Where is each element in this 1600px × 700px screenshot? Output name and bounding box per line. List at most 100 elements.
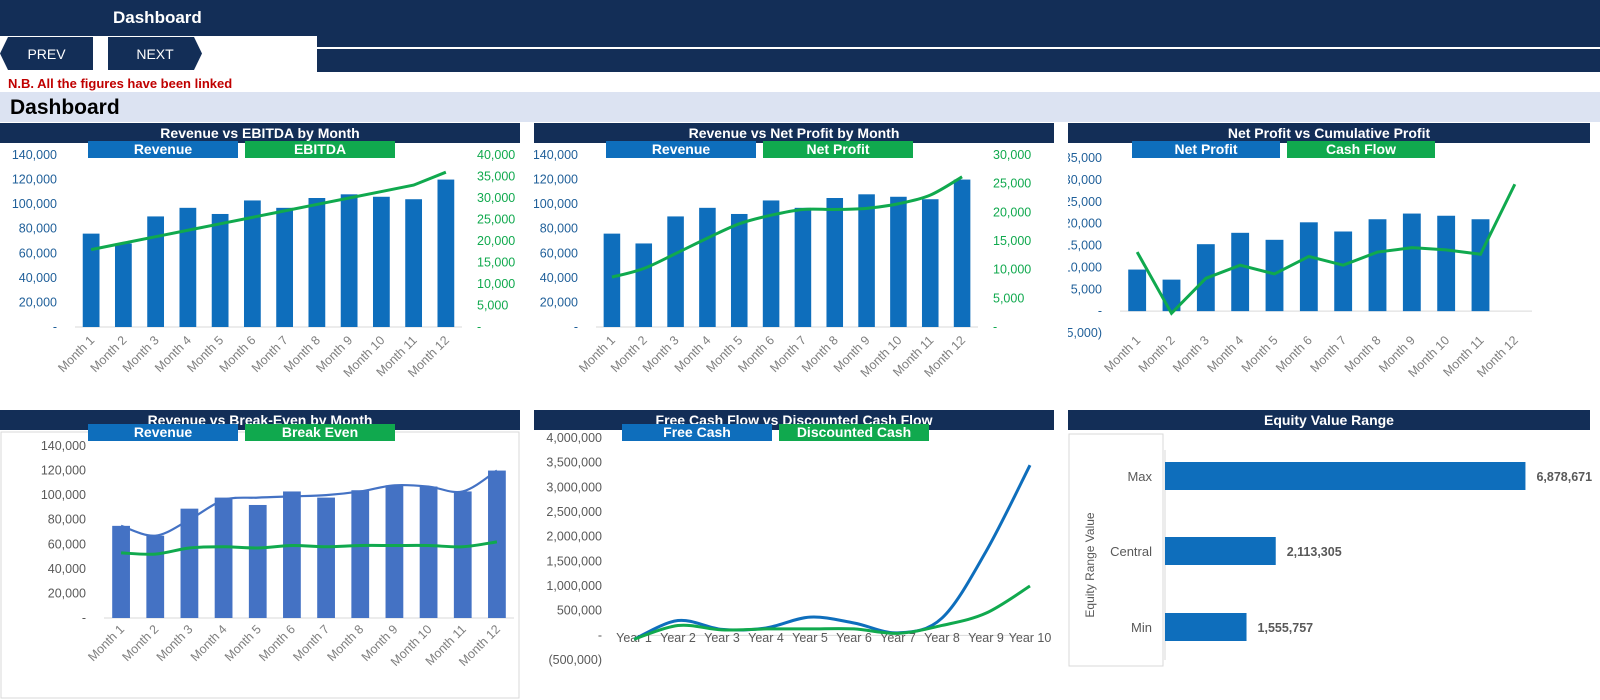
x-tick-label: Month 4 (1204, 333, 1246, 375)
y2-tick-label: 20,000 (477, 234, 515, 248)
y2-tick-label: 10,000 (477, 277, 515, 291)
y-axis-label: Equity Range Value (1083, 512, 1097, 618)
y2-tick-label: 25,000 (477, 213, 515, 227)
y2-tick-label: 20,000 (993, 205, 1031, 219)
y-tick-label: 20,000 (1068, 217, 1102, 231)
x-tick-label: Month 3 (154, 622, 196, 664)
y2-tick-label: 5,000 (477, 299, 508, 313)
bar (419, 486, 438, 618)
header-title: Dashboard (113, 8, 202, 27)
next-button[interactable]: NEXT (108, 37, 202, 70)
y-tick-label: 25,000 (1068, 195, 1102, 209)
legend-swatch (1132, 141, 1280, 158)
y2-tick-label: 10,000 (993, 263, 1031, 277)
y-tick-label: 120,000 (12, 173, 57, 187)
y-tick-label: - (53, 320, 57, 334)
y-tick-label: 1,500,000 (546, 554, 602, 568)
chart-equity-value-range: Equity Value Range Equity Range Value Max 6… (1068, 410, 1600, 700)
x-tick-label: Year 9 (968, 631, 1004, 645)
legend-swatch (606, 141, 756, 158)
y-tick-label: 5,000 (1071, 282, 1102, 296)
y-tick-label: 35,000 (1068, 151, 1102, 165)
chart-svg: Equity Range Value Max 6,878,671 Central 2,1… (1068, 433, 1592, 667)
x-tick-label: Year 6 (836, 631, 872, 645)
bar (114, 243, 132, 327)
y-tick-label: 140,000 (534, 148, 578, 162)
chart-svg: Free Cash Discounted Cash 4,000,000 3,500,0… (546, 424, 1052, 667)
legend-label: Discounted Cash (797, 424, 911, 440)
y-tick-label: 40,000 (48, 562, 86, 576)
x-tick-label: Month 2 (1136, 333, 1178, 375)
top-header-bar: Dashboard (0, 0, 1600, 36)
x-tick-label: Month 2 (120, 622, 162, 664)
x-tick-label: Year 2 (660, 631, 696, 645)
y-tick-label: 20,000 (19, 295, 57, 309)
bar (730, 213, 748, 327)
bar (385, 485, 404, 618)
bar (308, 198, 326, 327)
legend-label: Revenue (134, 141, 193, 157)
section-title: Dashboard (10, 96, 120, 119)
bar (1165, 613, 1247, 641)
y-tick-label: 60,000 (48, 537, 86, 551)
bar (1437, 215, 1456, 312)
x-tick-label: Month 7 (290, 622, 332, 664)
chart-svg: Revenue Break Even 140,000 120,000 100,000 80… (0, 424, 520, 699)
legend-label: Net Profit (807, 141, 870, 157)
bar (1299, 222, 1318, 312)
y2-tick-label: 40,000 (477, 148, 515, 162)
section-header: Dashboard (0, 92, 1600, 122)
y-tick-label: 1,000,000 (546, 579, 602, 593)
bar (635, 243, 653, 327)
legend-label: Revenue (652, 141, 711, 157)
bar (453, 491, 472, 618)
y-tick-label: 500,000 (557, 604, 602, 618)
chart-revenue-vs-break-even: Revenue vs Break-Even by Month Revenue Bre… (0, 410, 530, 700)
x-tick-label: Year 10 (1009, 631, 1052, 645)
series-line (1135, 183, 1517, 316)
bar (82, 233, 100, 327)
bar (1334, 231, 1353, 312)
bar (146, 535, 165, 618)
y-tick-label: 3,500,000 (546, 456, 602, 470)
x-tick-label: Month 3 (1170, 333, 1212, 375)
x-tick-label: Month 6 (256, 622, 298, 664)
bar (1368, 219, 1387, 312)
series-line (90, 170, 447, 252)
legend-label: Revenue (134, 424, 193, 440)
legend-swatch (779, 424, 929, 441)
bar (699, 207, 716, 327)
y-tick-label: 2,000,000 (546, 530, 602, 544)
legend-label: Cash Flow (1326, 141, 1396, 157)
x-tick-label: Year 4 (748, 631, 784, 645)
y-tick-label: 80,000 (540, 222, 578, 236)
y2-tick-label: 30,000 (993, 148, 1031, 162)
bar (276, 207, 294, 327)
y2-tick-label: 35,000 (477, 170, 515, 184)
bar (667, 216, 684, 327)
series-line (611, 175, 963, 279)
y-tick-label: (500,000) (548, 653, 602, 667)
chart-free-vs-discounted-cash: Free Cash Flow vs Discounted Cash Flow Fr… (534, 410, 1064, 700)
legend-swatch (622, 424, 772, 441)
category-label: Central (1110, 544, 1152, 559)
y-tick-label: 2,500,000 (546, 505, 602, 519)
y-tick-label: 100,000 (534, 197, 578, 211)
y-tick-label: - (574, 320, 578, 334)
bar (762, 200, 780, 327)
x-tick-label: Month 5 (1239, 333, 1281, 375)
bar (1402, 213, 1421, 312)
x-tick-label: Year 8 (924, 631, 960, 645)
y-tick-label: 80,000 (19, 222, 57, 236)
bar (1471, 219, 1490, 312)
y-tick-label: - (1098, 304, 1102, 318)
y-tick-label: 100,000 (12, 197, 57, 211)
y-tick-label: 3,000,000 (546, 480, 602, 494)
x-tick-label: Month 7 (1307, 333, 1349, 375)
bar (921, 199, 939, 327)
prev-button[interactable]: PREV (0, 37, 93, 70)
series-line (121, 540, 498, 556)
y-tick-label: - (598, 628, 602, 642)
y-tick-label: 4,000,000 (546, 431, 602, 445)
category-label: Min (1131, 620, 1152, 635)
